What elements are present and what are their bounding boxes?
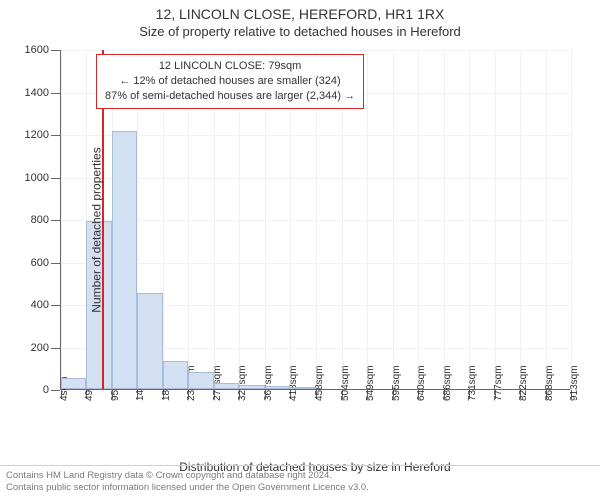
subtitle: Size of property relative to detached ho… bbox=[0, 24, 600, 39]
gridline-v bbox=[444, 50, 445, 389]
x-tick-label: 731sqm bbox=[467, 365, 478, 401]
y-tick-label: 1000 bbox=[25, 172, 61, 184]
address-line: 12, LINCOLN CLOSE, HEREFORD, HR1 1RX bbox=[0, 6, 600, 22]
footer: Contains HM Land Registry data © Crown c… bbox=[0, 465, 600, 500]
gridline-v bbox=[61, 50, 62, 389]
histogram-bar bbox=[290, 387, 315, 389]
chart-area: 020040060080010001200140016004sqm49sqm95… bbox=[60, 50, 570, 410]
histogram-bar bbox=[214, 383, 240, 389]
histogram-bar bbox=[265, 386, 291, 389]
gridline-v bbox=[367, 50, 368, 389]
x-tick-label: 822sqm bbox=[518, 365, 529, 401]
x-tick-label: 913sqm bbox=[569, 365, 580, 401]
histogram-bar bbox=[163, 361, 188, 389]
y-tick-label: 600 bbox=[31, 257, 61, 269]
x-tick-label: 413sqm bbox=[288, 365, 299, 401]
x-tick-label: 777sqm bbox=[493, 365, 504, 401]
gridline-v bbox=[495, 50, 496, 389]
y-tick-label: 800 bbox=[31, 214, 61, 226]
info-box-line2: ← 12% of detached houses are smaller (32… bbox=[105, 74, 355, 89]
title-block: 12, LINCOLN CLOSE, HEREFORD, HR1 1RX Siz… bbox=[0, 0, 600, 39]
x-tick-label: 595sqm bbox=[391, 365, 402, 401]
x-tick-label: 504sqm bbox=[340, 365, 351, 401]
info-box-line3: 87% of semi-detached houses are larger (… bbox=[105, 89, 355, 104]
info-box: 12 LINCOLN CLOSE: 79sqm ← 12% of detache… bbox=[96, 54, 364, 109]
y-tick-label: 1400 bbox=[25, 87, 61, 99]
x-tick-label: 686sqm bbox=[442, 365, 453, 401]
footer-line1: Contains HM Land Registry data © Crown c… bbox=[6, 470, 594, 482]
x-tick-label: 367sqm bbox=[263, 365, 274, 401]
info-box-line1: 12 LINCOLN CLOSE: 79sqm bbox=[105, 59, 355, 74]
y-tick-label: 1600 bbox=[25, 44, 61, 56]
y-tick-label: 1200 bbox=[25, 129, 61, 141]
gridline-v bbox=[418, 50, 419, 389]
y-tick-label: 400 bbox=[31, 299, 61, 311]
histogram-bar bbox=[137, 293, 163, 389]
gridline-v bbox=[393, 50, 394, 389]
histogram-bar bbox=[239, 385, 264, 389]
plot: 020040060080010001200140016004sqm49sqm95… bbox=[60, 50, 570, 390]
histogram-bar bbox=[61, 378, 86, 389]
y-axis-label: Number of detached properties bbox=[90, 147, 104, 312]
footer-line2: Contains public sector information licen… bbox=[6, 482, 594, 494]
gridline-v bbox=[469, 50, 470, 389]
y-tick-label: 200 bbox=[31, 342, 61, 354]
gridline-v bbox=[520, 50, 521, 389]
x-tick-label: 549sqm bbox=[365, 365, 376, 401]
histogram-bar bbox=[112, 131, 137, 389]
x-tick-label: 868sqm bbox=[544, 365, 555, 401]
gridline-v bbox=[546, 50, 547, 389]
x-tick-label: 640sqm bbox=[416, 365, 427, 401]
x-tick-label: 458sqm bbox=[314, 365, 325, 401]
histogram-bar bbox=[188, 372, 213, 389]
page-container: 12, LINCOLN CLOSE, HEREFORD, HR1 1RX Siz… bbox=[0, 0, 600, 500]
gridline-v bbox=[571, 50, 572, 389]
